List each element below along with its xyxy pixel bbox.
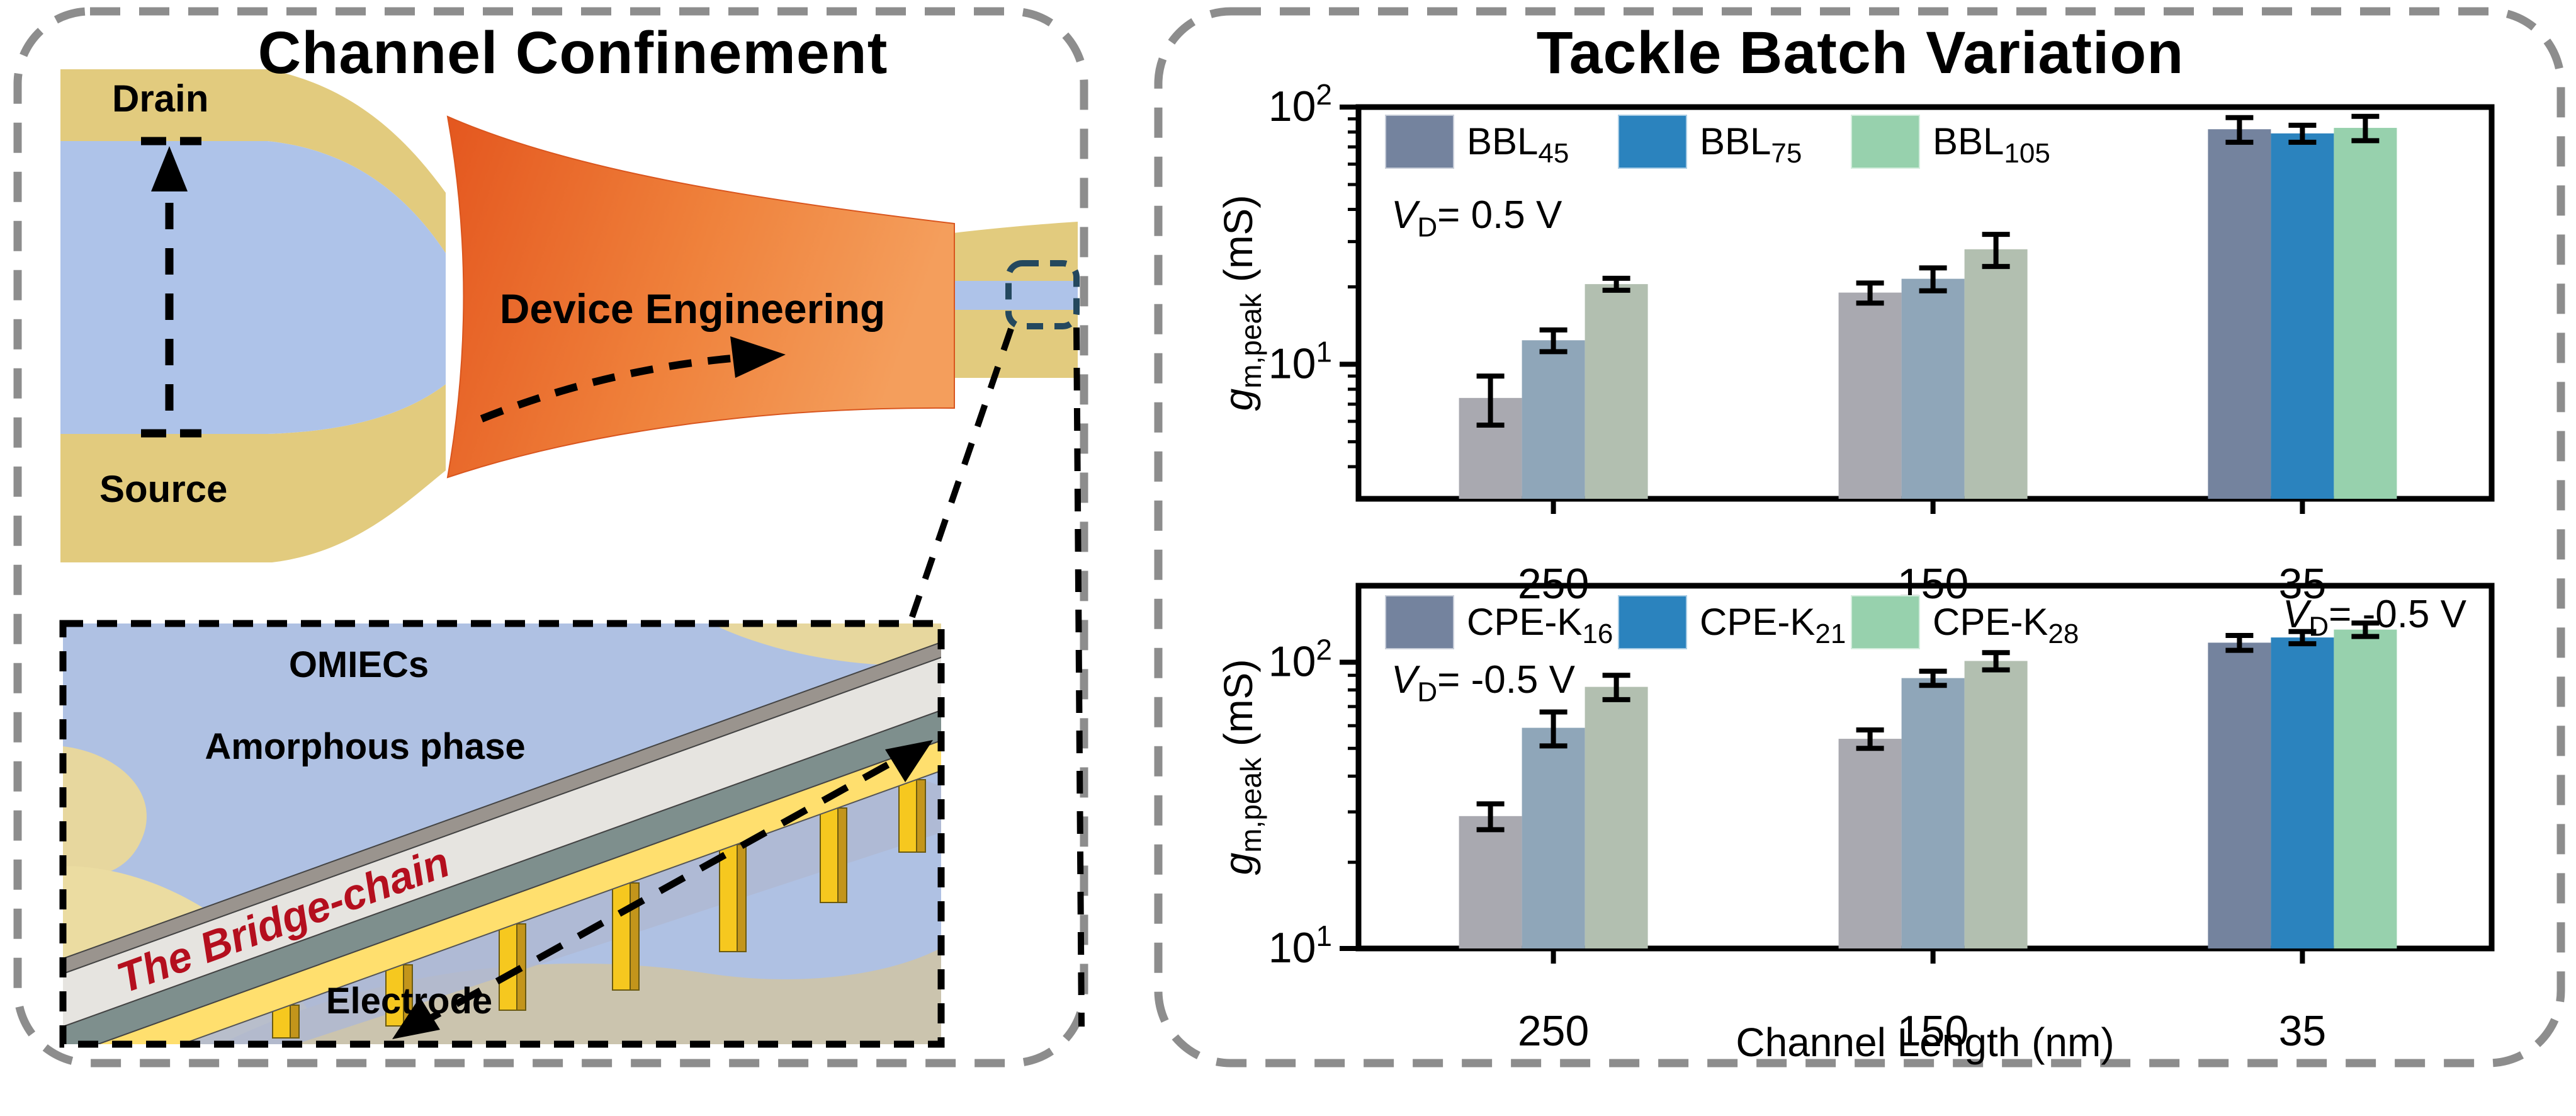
inset-border — [59, 620, 945, 1048]
legend-swatch — [1385, 115, 1454, 169]
bar — [1585, 284, 1648, 499]
x-tick-label: 35 — [2279, 1007, 2327, 1055]
bar — [1901, 678, 1965, 948]
channel-length-arrow — [141, 137, 201, 438]
bridge-deck-top-band — [63, 641, 941, 975]
y-tick-label: 102 — [1268, 78, 1332, 130]
bar — [2334, 128, 2397, 499]
vd-annotation: VD= -0.5 V — [2283, 593, 2466, 642]
legend-label: CPE-K16 — [1467, 601, 1613, 649]
electrode-label: Electrode — [325, 981, 493, 1022]
channel-shape — [60, 141, 446, 434]
amorphous-phase-label: Amorphous phase — [205, 726, 526, 767]
bar — [1964, 661, 2028, 948]
vd-annotation: VD= 0.5 V — [1391, 193, 1562, 243]
legend-label: CPE-K21 — [1700, 601, 1846, 649]
legend-label: BBL105 — [1933, 120, 2050, 169]
bar — [2208, 129, 2271, 499]
y-tick-label: 102 — [1268, 633, 1332, 685]
arrow-right-icon — [730, 336, 786, 378]
bar — [1838, 739, 1902, 948]
bridge-inset — [59, 620, 945, 1048]
vd-annotation: VD= -0.5 V — [1391, 658, 1575, 708]
zoom-cone-left — [907, 327, 1014, 623]
arrow-downleft-icon — [392, 997, 440, 1039]
y-axis-title: gm,peak (mS) — [1216, 659, 1267, 875]
legend-label: BBL45 — [1467, 120, 1569, 169]
bar — [1838, 292, 1902, 499]
x-tick-label: 250 — [1518, 1007, 1589, 1055]
engineering-arrow-curve — [480, 354, 740, 423]
bar — [2271, 133, 2334, 499]
bar — [1522, 727, 1585, 948]
bar — [1522, 340, 1585, 499]
bar — [1964, 249, 2028, 499]
legend-swatch — [1851, 115, 1920, 169]
x-axis-title: Channel Length (nm) — [1736, 1020, 2115, 1065]
y-tick-label: 101 — [1268, 920, 1332, 972]
device-engineering-label: Device Engineering — [499, 285, 886, 332]
y-axis-title: gm,peak (mS) — [1216, 195, 1267, 411]
source-label: Source — [99, 468, 228, 510]
drain-electrode-shape — [60, 69, 446, 253]
legend-label: CPE-K28 — [1933, 601, 2079, 649]
left-panel-border — [13, 7, 1088, 1068]
right-panel-title: Tackle Batch Variation — [1536, 20, 2184, 86]
legend-swatch — [1618, 595, 1687, 649]
bridge-length-arrow — [414, 749, 912, 1030]
arrow-upright-icon — [885, 740, 933, 782]
inset-tan-topright — [711, 623, 941, 666]
bar — [2271, 637, 2334, 948]
arrow-up-icon — [151, 146, 188, 191]
inset-tan-left — [63, 746, 147, 877]
x-tick-label: 150 — [1897, 1007, 1969, 1055]
legend-swatch — [1385, 595, 1454, 649]
bar — [2334, 629, 2397, 948]
bar — [1901, 278, 1965, 499]
thin-device-channel — [953, 281, 1078, 310]
legend-swatch — [1618, 115, 1687, 169]
legend-label: BBL75 — [1700, 120, 1802, 169]
bar — [2208, 642, 2271, 948]
y-tick-label: 101 — [1268, 335, 1332, 387]
bar — [1585, 686, 1648, 948]
zoom-highlight-box — [1005, 260, 1080, 329]
drain-label: Drain — [112, 77, 209, 120]
right-panel-border — [1154, 7, 2565, 1068]
left-panel-title: Channel Confinement — [257, 20, 888, 86]
bar — [1459, 816, 1522, 948]
source-electrode-shape — [60, 384, 446, 562]
oect-schematic — [60, 69, 1085, 1027]
bridge-piers — [272, 779, 926, 1039]
legend-swatch — [1851, 595, 1920, 649]
zoom-cone-right — [1073, 327, 1085, 1027]
omiecs-label: OMIECs — [288, 644, 429, 685]
